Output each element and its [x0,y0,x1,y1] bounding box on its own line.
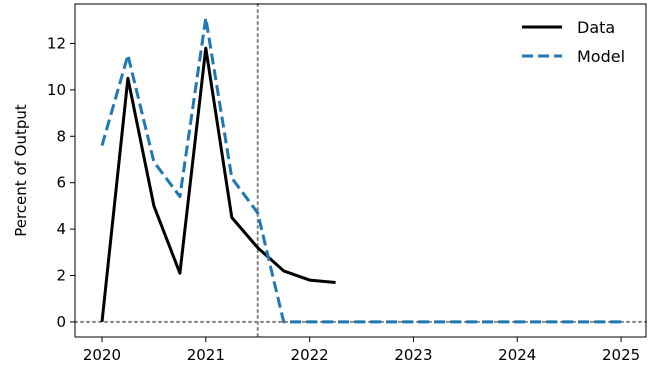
x-tick-label: 2020 [83,346,121,364]
y-tick-label: 10 [47,81,66,99]
series-line-data [100,46,336,323]
y-tick-label: 8 [56,127,66,145]
legend: Data Model [522,18,625,66]
x-tick-label: 2021 [187,346,225,364]
y-tick-label: 6 [56,174,66,192]
series-layer [100,16,622,324]
x-tick-label: 2022 [291,346,329,364]
y-tick-label: 2 [56,267,66,285]
y-tick-label: 0 [56,313,66,331]
legend-label-model: Model [577,47,625,66]
y-axis-label: Percent of Output [12,104,30,237]
series-line-model [100,16,622,324]
y-tick-label: 4 [56,220,66,238]
x-tick-label: 2025 [602,346,640,364]
legend-label-data: Data [577,18,615,37]
plot-frame [74,3,647,338]
y-tick-label: 12 [47,34,66,52]
x-tick-label: 2023 [394,346,432,364]
y-axis: 0 2 4 6 8 10 12 [47,34,75,331]
x-tick-label: 2024 [498,346,536,364]
x-axis: 2020 2021 2022 2023 2024 2025 [83,337,640,364]
